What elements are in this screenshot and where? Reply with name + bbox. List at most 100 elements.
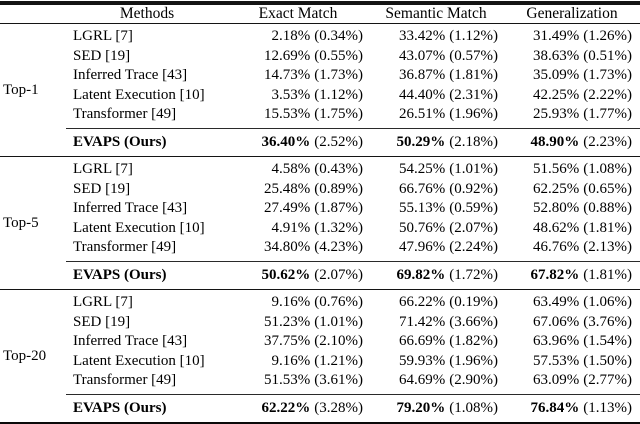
semantic-match-cell: 26.51% (1.96%) [399, 106, 498, 123]
exact-match-cell: 27.49% (1.87%) [264, 200, 363, 217]
group-top-20: Top-20 LGRL [7] 9.16% (0.76%) 66.22% (0.19… [0, 290, 640, 424]
table-row: Latent Execution [10] 4.91% (1.32%) 50.76… [66, 219, 640, 239]
generalization-cell: 48.90% (2.23%) [530, 134, 633, 151]
midrule-divider [66, 261, 640, 263]
method-cell: EVAPS (Ours) [73, 267, 167, 284]
exact-match-cell: 3.53% (1.12%) [271, 86, 364, 103]
table-row: SED [19] 51.23% (1.01%) 71.42% (3.66%) 67.… [66, 313, 640, 333]
table-row: LGRL [7] 4.58% (0.43%) 54.25% (1.01%) 51.5… [66, 160, 640, 180]
method-cell: LGRL [7] [73, 28, 133, 45]
column-header-generalization: Generalization [526, 5, 618, 23]
exact-match-cell: 34.80% (4.23%) [264, 239, 363, 256]
method-cell: Inferred Trace [43] [73, 333, 188, 350]
semantic-match-cell: 79.20% (1.08%) [396, 400, 499, 416]
exact-match-cell: 25.48% (0.89%) [264, 180, 363, 197]
semantic-match-cell: 33.42% (1.12%) [399, 28, 498, 45]
exact-match-cell: 62.22% (3.28%) [261, 400, 364, 416]
semantic-match-cell: 66.22% (0.19%) [399, 294, 498, 311]
table-row: SED [19] 25.48% (0.89%) 66.76% (0.92%) 62.… [66, 180, 640, 200]
generalization-cell: 76.84% (1.13%) [530, 400, 633, 416]
method-cell: Inferred Trace [43] [73, 200, 188, 217]
header-row: Methods Exact Match Semantic Match Gener… [0, 5, 640, 25]
method-cell: SED [19] [73, 180, 131, 197]
generalization-cell: 67.82% (1.81%) [530, 267, 633, 284]
method-cell: Transformer [49] [73, 239, 177, 256]
table-row: LGRL [7] 9.16% (0.76%) 66.22% (0.19%) 63.4… [66, 293, 640, 313]
semantic-match-cell: 71.42% (3.66%) [399, 313, 498, 330]
group-label: Top-1 [3, 81, 39, 98]
table-row-evaps: EVAPS (Ours) 62.22% (3.28%) 79.20% (1.08%)… [66, 395, 640, 422]
generalization-cell: 51.56% (1.08%) [533, 161, 632, 178]
table-row-evaps: EVAPS (Ours) 50.62% (2.07%) 69.82% (1.72%)… [66, 262, 640, 289]
exact-match-cell: 14.73% (1.73%) [264, 67, 363, 84]
table-row: LGRL [7] 2.18% (0.34%) 33.42% (1.12%) 31.4… [66, 27, 640, 47]
semantic-match-cell: 64.69% (2.90%) [399, 372, 498, 389]
generalization-cell: 35.09% (1.73%) [533, 67, 632, 84]
generalization-cell: 48.62% (1.81%) [533, 219, 632, 236]
generalization-cell: 46.76% (2.13%) [533, 239, 632, 256]
table-row: SED [19] 12.69% (0.55%) 43.07% (0.57%) 38.… [66, 47, 640, 67]
method-cell: Latent Execution [10] [73, 86, 205, 103]
exact-match-cell: 37.75% (2.10%) [264, 333, 363, 350]
group-label: Top-5 [3, 214, 39, 231]
method-cell: EVAPS (Ours) [73, 134, 167, 151]
table-row: Transformer [49] 15.53% (1.75%) 26.51% (1.… [66, 105, 640, 125]
method-cell: EVAPS (Ours) [73, 400, 167, 416]
table-row: Latent Execution [10] 9.16% (1.21%) 59.93… [66, 352, 640, 372]
table-row: Latent Execution [10] 3.53% (1.12%) 44.40… [66, 86, 640, 106]
exact-match-cell: 9.16% (1.21%) [271, 352, 364, 369]
midrule-divider [66, 394, 640, 395]
table-row-evaps: EVAPS (Ours) 36.40% (2.52%) 50.29% (2.18%)… [66, 129, 640, 156]
group-label: Top-20 [3, 347, 47, 364]
generalization-cell: 63.09% (2.77%) [533, 372, 632, 389]
method-cell: SED [19] [73, 313, 131, 330]
group-top-1: Top-1 LGRL [7] 2.18% (0.34%) 33.42% (1.12%… [0, 24, 640, 158]
column-header-exact-match: Exact Match [258, 5, 338, 23]
semantic-match-cell: 43.07% (0.57%) [399, 47, 498, 64]
generalization-cell: 38.63% (0.51%) [533, 47, 632, 64]
semantic-match-cell: 54.25% (1.01%) [399, 161, 498, 178]
method-cell: Inferred Trace [43] [73, 67, 188, 84]
exact-match-cell: 9.16% (0.76%) [271, 294, 364, 311]
table-row: Transformer [49] 34.80% (4.23%) 47.96% (2.… [66, 238, 640, 258]
generalization-cell: 63.49% (1.06%) [533, 294, 632, 311]
generalization-cell: 67.06% (3.76%) [533, 313, 632, 330]
midrule-divider [66, 128, 640, 130]
generalization-cell: 25.93% (1.77%) [533, 106, 632, 123]
generalization-cell: 57.53% (1.50%) [533, 352, 632, 369]
method-cell: Transformer [49] [73, 372, 177, 389]
top-double-rule [0, 1, 640, 6]
generalization-cell: 31.49% (1.26%) [533, 28, 632, 45]
semantic-match-cell: 69.82% (1.72%) [396, 267, 499, 284]
column-header-semantic-match: Semantic Match [385, 5, 487, 23]
method-cell: Latent Execution [10] [73, 352, 205, 369]
exact-match-cell: 15.53% (1.75%) [264, 106, 363, 123]
table-row: Inferred Trace [43] 37.75% (2.10%) 66.69%… [66, 332, 640, 352]
method-cell: LGRL [7] [73, 294, 133, 311]
column-header-methods: Methods [119, 5, 175, 23]
method-cell: Latent Execution [10] [73, 219, 205, 236]
table-row: Inferred Trace [43] 14.73% (1.73%) 36.87%… [66, 66, 640, 86]
semantic-match-cell: 50.29% (2.18%) [396, 134, 499, 151]
semantic-match-cell: 44.40% (2.31%) [399, 86, 498, 103]
semantic-match-cell: 47.96% (2.24%) [399, 239, 498, 256]
semantic-match-cell: 36.87% (1.81%) [399, 67, 498, 84]
exact-match-cell: 51.23% (1.01%) [264, 313, 363, 330]
generalization-cell: 62.25% (0.65%) [533, 180, 632, 197]
exact-match-cell: 4.91% (1.32%) [271, 219, 364, 236]
table-row: Transformer [49] 51.53% (3.61%) 64.69% (2.… [66, 371, 640, 391]
semantic-match-cell: 66.69% (1.82%) [399, 333, 498, 350]
exact-match-cell: 51.53% (3.61%) [264, 372, 363, 389]
method-cell: LGRL [7] [73, 161, 133, 178]
semantic-match-cell: 66.76% (0.92%) [399, 180, 498, 197]
semantic-match-cell: 50.76% (2.07%) [399, 219, 498, 236]
group-top-5: Top-5 LGRL [7] 4.58% (0.43%) 54.25% (1.01%… [0, 157, 640, 291]
semantic-match-cell: 55.13% (0.59%) [399, 200, 498, 217]
exact-match-cell: 12.69% (0.55%) [264, 47, 363, 64]
generalization-cell: 52.80% (0.88%) [533, 200, 632, 217]
generalization-cell: 42.25% (2.22%) [533, 86, 632, 103]
method-cell: SED [19] [73, 47, 131, 64]
exact-match-cell: 2.18% (0.34%) [271, 28, 364, 45]
semantic-match-cell: 59.93% (1.96%) [399, 352, 498, 369]
